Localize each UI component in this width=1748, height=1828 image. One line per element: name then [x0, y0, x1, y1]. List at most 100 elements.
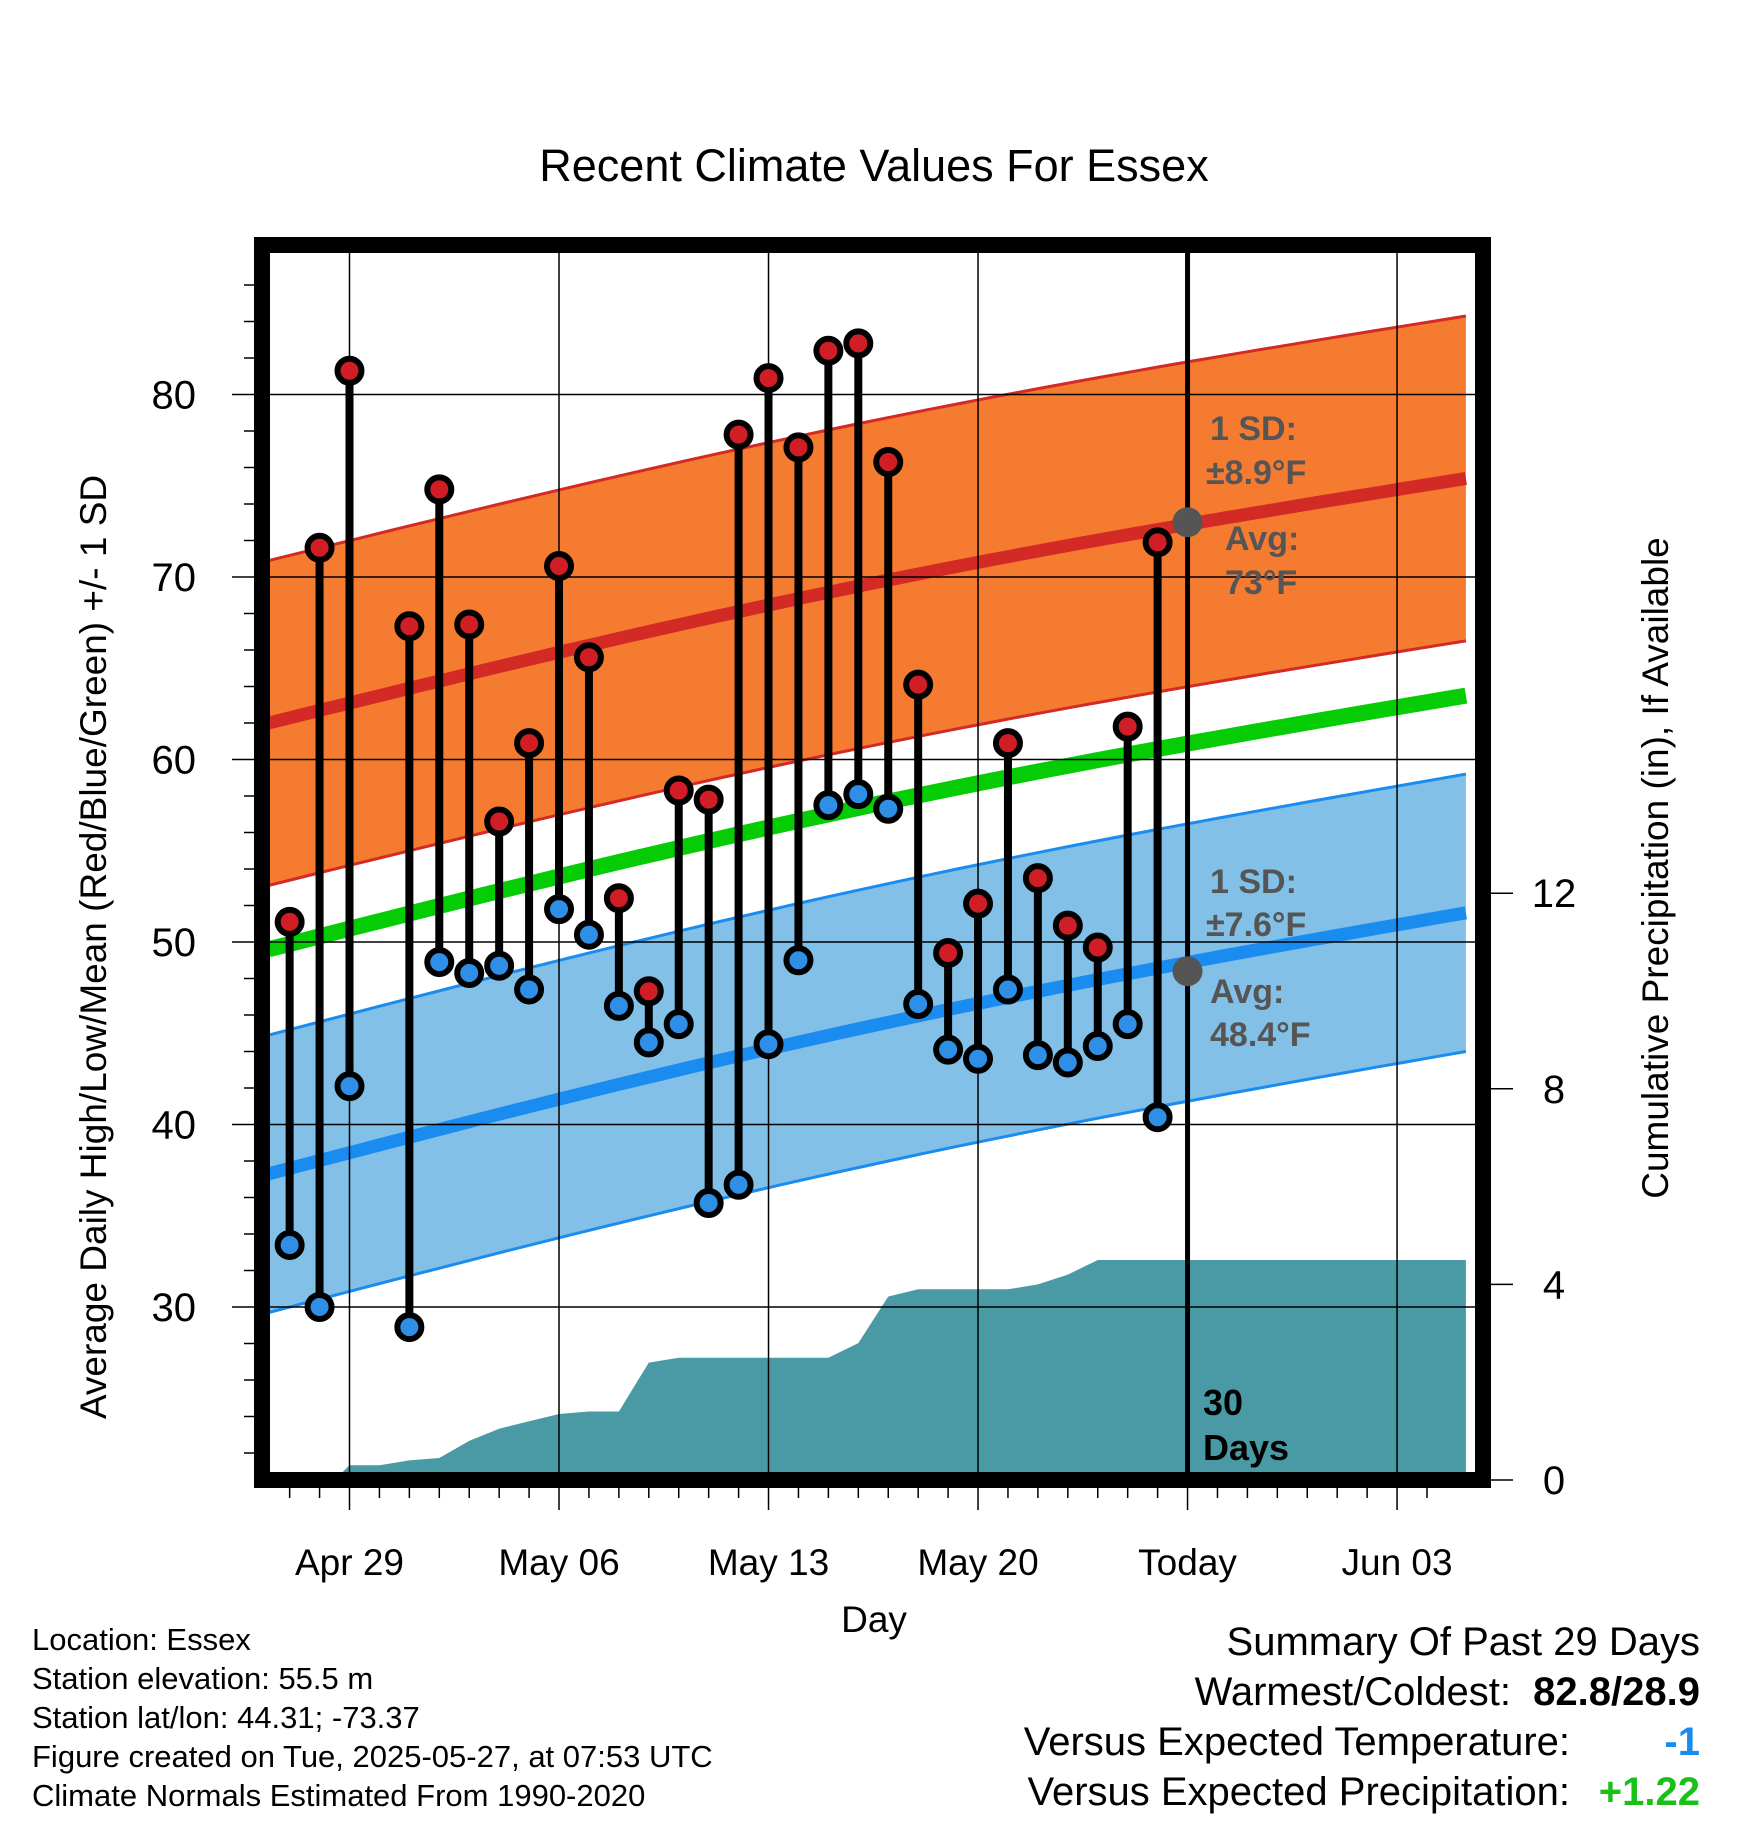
daily-high-point — [1112, 711, 1143, 742]
x-tick-label: May 13 — [708, 1542, 829, 1583]
temp-value: -1 — [1664, 1720, 1700, 1764]
y-tick-label: 30 — [152, 1286, 197, 1330]
daily-high-point — [633, 976, 664, 1007]
x-axis-label: Day — [841, 1599, 907, 1640]
y-axis-label: Average Daily High/Low/Mean (Red/Blue/Gr… — [73, 475, 114, 1419]
x-tick-label: May 06 — [498, 1542, 619, 1583]
y2-tick-label: 4 — [1543, 1263, 1565, 1307]
summary-warm-cold: Warmest/Coldest: 82.8/28.9 — [1024, 1667, 1700, 1717]
temp-label: Versus Expected Temperature: — [1023, 1720, 1570, 1764]
latlon-text: Station lat/lon: 44.31; -73.37 — [32, 1700, 420, 1735]
daily-high-point — [753, 363, 784, 394]
daily-high-point — [424, 474, 455, 505]
daily-low-point — [663, 1009, 694, 1040]
precip-value: +1.22 — [1598, 1770, 1700, 1814]
daily-high-point — [1142, 527, 1173, 558]
daily-high-point — [304, 532, 335, 563]
high-sd-upper-line — [268, 314, 1467, 563]
low-average-value: 48.4°F — [1210, 1016, 1311, 1054]
summary-precip: Versus Expected Precipitation: +1.22 — [1024, 1767, 1700, 1817]
daily-low-point — [783, 945, 814, 976]
low-average-line — [267, 906, 1468, 1181]
summary-panel: Summary Of Past 29 Days Warmest/Coldest:… — [1024, 1617, 1700, 1817]
daily-low-point — [813, 790, 844, 821]
warm-cold-label: Warmest/Coldest: — [1194, 1670, 1511, 1714]
daily-low-point — [454, 958, 485, 989]
daily-high-point — [1022, 863, 1053, 894]
y-tick-label: 80 — [152, 374, 197, 418]
high-sd-band — [268, 316, 1466, 886]
summary-title: Summary Of Past 29 Days — [1226, 1620, 1700, 1664]
daily-high-point — [544, 551, 575, 582]
daily-high-point — [933, 937, 964, 968]
daily-low-point — [723, 1169, 754, 1200]
x-tick-label: May 20 — [917, 1542, 1038, 1583]
daily-high-point — [693, 784, 724, 815]
created-text: Figure created on Tue, 2025-05-27, at 07… — [32, 1739, 713, 1774]
daily-low-point — [424, 947, 455, 978]
daily-high-point — [454, 609, 485, 640]
daily-low-point — [633, 1027, 664, 1058]
today-high-average-marker — [1172, 507, 1203, 538]
daily-low-point — [903, 989, 934, 1020]
daily-low-point — [484, 950, 515, 981]
daily-high-point — [1052, 910, 1083, 941]
daily-low-point — [843, 779, 874, 810]
y2-tick-label: 0 — [1543, 1459, 1565, 1503]
location-text: Location: Essex — [32, 1622, 251, 1657]
x-tick-label: Jun 03 — [1342, 1542, 1453, 1583]
daily-low-point — [1142, 1102, 1173, 1133]
today-days-label: Days — [1203, 1427, 1289, 1468]
low-sd-label: 1 SD: — [1210, 863, 1297, 901]
today-days-count: 30 — [1203, 1382, 1243, 1423]
daily-high-point — [903, 669, 934, 700]
daily-low-point — [753, 1029, 784, 1060]
daily-low-point — [304, 1292, 335, 1322]
daily-high-point — [1082, 932, 1113, 963]
y-tick-label: 40 — [152, 1104, 197, 1148]
normals-text: Climate Normals Estimated From 1990-2020 — [32, 1778, 646, 1813]
y-tick-label: 50 — [152, 921, 197, 965]
daily-low-point — [274, 1229, 305, 1260]
today-low-average-marker — [1172, 956, 1203, 987]
daily-high-point — [723, 419, 754, 450]
summary-temp: Versus Expected Temperature: -1 — [1024, 1717, 1700, 1767]
low-sd-band — [268, 774, 1466, 1313]
precipitation-area — [268, 1260, 1466, 1480]
low-sd-lower-line — [268, 1050, 1467, 1314]
daily-high-point — [963, 888, 994, 919]
y2-tick-label: 12 — [1532, 872, 1577, 916]
daily-low-point — [963, 1043, 994, 1074]
low-sd-value: ±7.6°F — [1206, 906, 1306, 944]
daily-high-point — [274, 906, 305, 937]
daily-low-point — [514, 974, 545, 1005]
daily-low-point — [544, 894, 575, 925]
x-tick-label: Today — [1138, 1542, 1237, 1583]
daily-high-point — [783, 432, 814, 463]
high-sd-value: ±8.9°F — [1206, 454, 1306, 492]
station-info: Location: Essex Station elevation: 55.5 … — [32, 1620, 713, 1815]
warm-cold-value: 82.8/28.9 — [1533, 1670, 1700, 1714]
elevation-text: Station elevation: 55.5 m — [32, 1661, 374, 1696]
daily-low-point — [394, 1312, 425, 1343]
daily-low-point — [873, 793, 904, 824]
daily-low-point — [1022, 1040, 1053, 1071]
daily-high-point — [843, 328, 874, 359]
daily-high-point — [394, 611, 425, 642]
daily-low-point — [603, 990, 634, 1021]
y2-tick-label: 8 — [1543, 1068, 1565, 1112]
daily-high-point — [484, 806, 515, 837]
daily-high-point — [573, 642, 604, 673]
precip-label: Versus Expected Precipitation: — [1027, 1770, 1570, 1814]
daily-high-point — [813, 335, 844, 366]
daily-low-point — [573, 919, 604, 950]
plot-area: 1 SD: ±8.9°F Avg: 73°F 1 SD: ±7.6°F Avg: 48.4°F… — [152, 237, 1577, 1583]
daily-high-point — [992, 728, 1023, 759]
y2-axis-label: Cumulative Precipitation (in), If Availa… — [1635, 537, 1676, 1199]
daily-high-point — [514, 728, 545, 759]
daily-high-point — [663, 775, 694, 806]
daily-low-point — [1112, 1009, 1143, 1040]
y-tick-label: 70 — [152, 556, 197, 600]
plot-frame — [254, 237, 1491, 1488]
plot-content — [262, 245, 1483, 1480]
